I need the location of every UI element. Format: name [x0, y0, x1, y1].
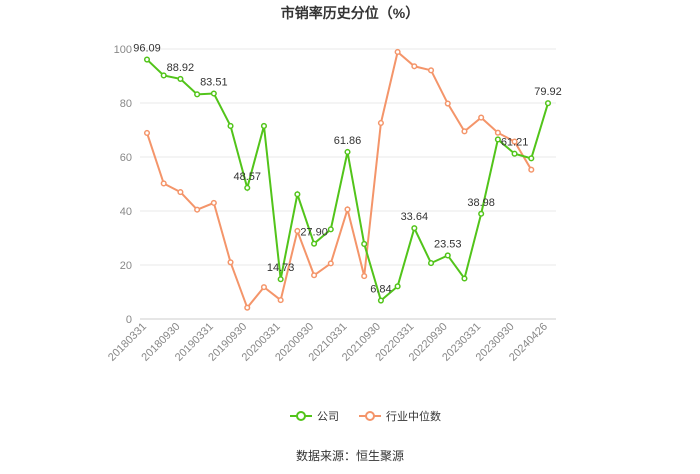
data-point — [361, 273, 368, 280]
chart-title: 市销率历史分位（%） — [281, 5, 419, 21]
legend-swatch-marker — [365, 411, 375, 421]
data-point — [327, 260, 334, 267]
data-point — [377, 297, 384, 304]
y-tick-label: 100 — [114, 44, 132, 56]
y-axis-ticks: 0 20 40 60 80 100 — [114, 44, 132, 326]
data-point — [411, 225, 418, 232]
data-label: 6.84 — [370, 284, 391, 296]
y-tick-label: 20 — [120, 260, 132, 272]
data-point — [461, 275, 468, 282]
data-point — [411, 63, 418, 70]
data-point — [427, 67, 435, 74]
data-point — [210, 90, 217, 97]
data-point — [177, 75, 184, 82]
legend-label: 公司 — [317, 411, 339, 423]
data-point — [461, 128, 468, 135]
data-point — [528, 155, 535, 162]
data-point — [511, 150, 518, 157]
data-label: 38.98 — [467, 197, 495, 209]
legend-label: 行业中位数 — [386, 409, 441, 423]
legend-item[interactable]: 行业中位数 — [359, 409, 441, 423]
data-point — [394, 283, 401, 290]
data-point — [244, 184, 251, 191]
data-point — [260, 122, 268, 129]
data-point — [511, 138, 518, 145]
series-line — [146, 58, 549, 303]
data-label: 79.92 — [534, 86, 562, 98]
data-point — [478, 114, 485, 121]
data-label: 83.51 — [200, 77, 228, 89]
data-label: 96.09 — [133, 43, 161, 55]
series-layer — [143, 48, 552, 311]
data-label: 88.92 — [167, 62, 195, 74]
data-point — [478, 210, 485, 217]
data-point — [494, 129, 501, 136]
series-line — [146, 50, 533, 310]
legend-item[interactable]: 公司 — [290, 411, 339, 423]
data-point — [194, 91, 201, 98]
data-labels: 96.09 88.92 83.51 48.57 14.73 27.90 61.86 6.84 3… — [133, 43, 562, 296]
legend-swatch-marker — [296, 411, 306, 421]
legend[interactable]: 公司 行业中位数 — [290, 409, 441, 423]
data-point — [277, 276, 284, 283]
data-point — [143, 56, 151, 63]
data-point — [427, 260, 435, 267]
data-label: 23.53 — [434, 238, 462, 250]
data-point — [444, 252, 451, 259]
data-label: 61.86 — [334, 135, 362, 147]
data-point — [294, 227, 301, 235]
y-tick-label: 40 — [120, 206, 132, 218]
data-point — [244, 304, 251, 311]
y-tick-label: 60 — [120, 152, 132, 164]
data-point — [143, 129, 151, 137]
data-point — [294, 191, 301, 198]
data-point — [528, 166, 535, 173]
data-point — [344, 206, 351, 213]
data-point — [344, 148, 351, 156]
y-tick-label: 0 — [126, 314, 132, 326]
data-point — [210, 199, 217, 206]
data-point — [260, 284, 268, 291]
y-tick-label: 80 — [120, 98, 132, 110]
data-point — [311, 272, 318, 279]
data-label: 27.90 — [300, 227, 328, 239]
data-label: 33.64 — [401, 211, 429, 223]
data-label: 14.73 — [267, 262, 295, 274]
data-point — [494, 136, 501, 143]
data-point — [277, 297, 284, 304]
data-point — [160, 72, 167, 79]
data-point — [327, 226, 334, 233]
data-point — [311, 240, 318, 247]
data-point — [361, 240, 368, 247]
data-point — [194, 206, 201, 213]
data-point — [544, 100, 552, 107]
data-label: 48.57 — [233, 171, 261, 183]
data-point — [394, 48, 401, 56]
data-point — [160, 180, 167, 187]
source-note: 数据来源：恒生聚源 — [296, 448, 404, 463]
data-label: 61.21 — [501, 137, 529, 149]
data-point — [227, 259, 234, 266]
data-point — [177, 189, 184, 196]
data-point — [377, 119, 384, 127]
data-point — [444, 100, 451, 107]
x-axis-ticks: 2018033120180930201903312019093020200331… — [106, 321, 550, 364]
data-point — [227, 122, 234, 129]
